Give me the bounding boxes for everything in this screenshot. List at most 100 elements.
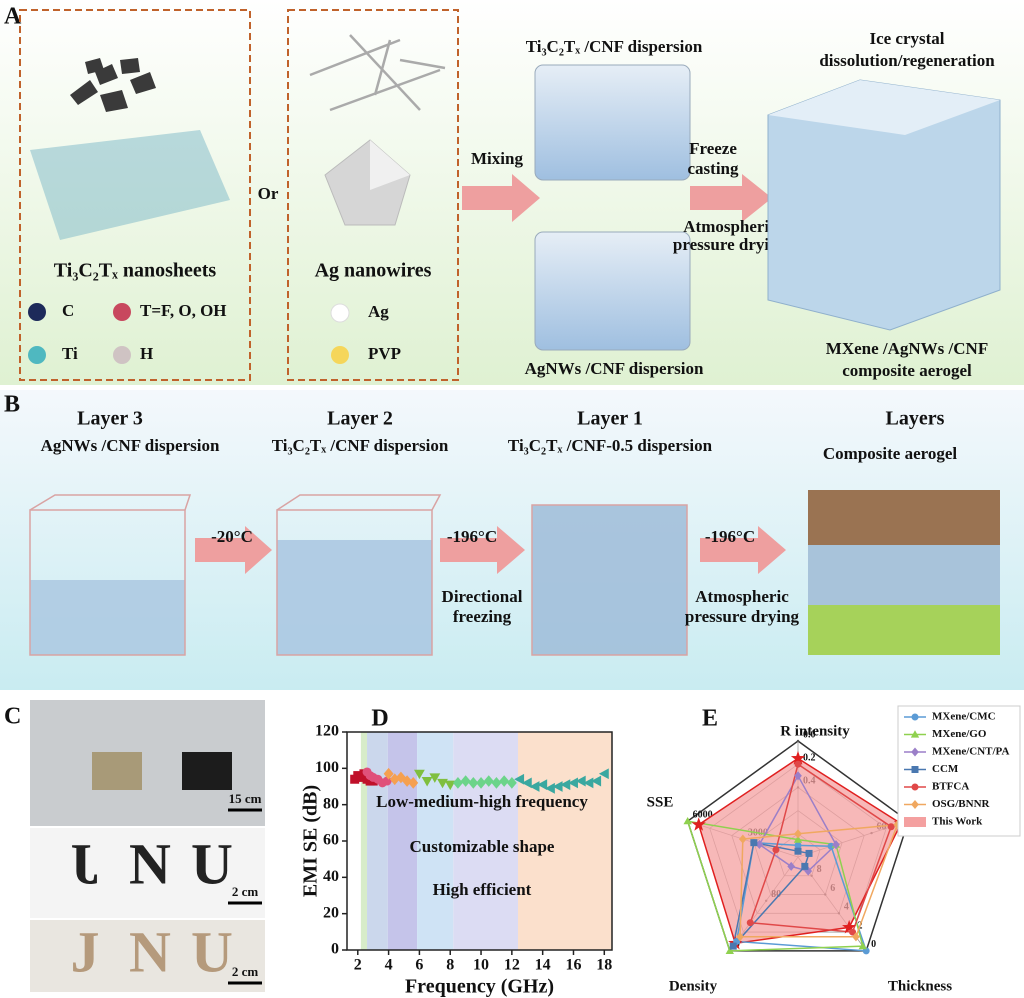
frequency-band — [453, 732, 519, 950]
marker — [772, 846, 780, 854]
marker — [476, 777, 486, 789]
panel-label: C — [4, 704, 21, 730]
radar-axis-label: Density — [669, 978, 718, 994]
marker — [560, 779, 571, 791]
step-label: Ice crystal — [869, 29, 944, 48]
marker — [452, 777, 463, 789]
step-title: Layer 2 — [327, 408, 393, 430]
y-tick-label: 100 — [315, 759, 339, 776]
step-title: Layer 1 — [577, 408, 643, 430]
nanowires — [309, 34, 446, 112]
cube-layer1 — [531, 504, 688, 656]
or-label: Or — [258, 184, 279, 203]
dispersion-label: AgNWs /CNF dispersion — [525, 359, 704, 378]
legend-label: OSG/BNNR — [932, 798, 991, 810]
marker — [794, 771, 802, 781]
marker — [383, 767, 394, 780]
y-tick-label: 40 — [323, 868, 339, 885]
legend-dot — [113, 303, 131, 321]
step-label: dissolution/regeneration — [819, 51, 995, 70]
frame — [19, 9, 251, 381]
frequency-band — [367, 732, 388, 950]
marker — [444, 780, 456, 791]
marker — [911, 766, 919, 773]
crystal-lattice — [30, 130, 230, 240]
marker — [910, 730, 920, 738]
marker — [729, 942, 737, 950]
marker — [804, 866, 813, 876]
marker — [842, 919, 857, 934]
marker — [468, 777, 479, 789]
y-tick-label: 20 — [323, 904, 339, 921]
legend-dot — [331, 346, 349, 364]
nanosheet-flakes — [70, 58, 156, 112]
marker — [750, 839, 758, 847]
legend-label: T=F, O, OH — [140, 301, 227, 320]
photo-letter: N — [129, 831, 171, 896]
legend-label: This Work — [932, 816, 983, 828]
nanosheets-title: Ti₃C₂Tₓ nanosheets — [54, 260, 217, 282]
marker — [794, 829, 802, 839]
y-axis-label: EMI SE (dB) — [300, 785, 322, 897]
radar-tick — [796, 739, 800, 743]
frequency-band — [360, 732, 368, 950]
cube-layer3 — [29, 494, 192, 656]
photo — [30, 828, 265, 918]
arrow-label: -20°C — [211, 527, 253, 546]
x-tick-label: 12 — [504, 957, 520, 974]
frequency-band — [518, 732, 612, 950]
marker — [794, 760, 802, 768]
marker — [805, 849, 813, 857]
marker — [537, 779, 548, 791]
arrow-label: -196°C — [705, 527, 755, 546]
marker — [483, 775, 494, 787]
layer-top — [808, 490, 1000, 545]
ag-facet — [370, 140, 410, 190]
legend-label: MXene/GO — [932, 728, 987, 740]
radar-tick-label: 0 — [871, 939, 876, 950]
marker — [460, 775, 471, 787]
radar-series — [739, 823, 899, 938]
annotation: Low-medium-high frequency — [376, 792, 588, 811]
marker — [691, 817, 706, 831]
marker — [911, 799, 919, 810]
marker — [746, 919, 754, 927]
x-axis-label: Frequency (GHz) — [405, 976, 554, 998]
marker — [794, 847, 802, 855]
product-label: composite aerogel — [842, 361, 972, 380]
marker — [755, 839, 764, 850]
arrow-note: Directional — [442, 587, 523, 606]
marker — [382, 776, 392, 786]
y-tick-label: 60 — [323, 832, 339, 849]
scale-label: 2 cm — [232, 884, 259, 899]
aerogel-top — [768, 80, 1000, 135]
step-label: pressure drying — [673, 235, 788, 254]
marker — [858, 941, 867, 950]
marker — [801, 862, 809, 870]
step-title: Layers — [886, 408, 945, 430]
marker — [793, 835, 803, 843]
arrow — [462, 174, 540, 222]
x-tick-label: 14 — [535, 957, 551, 974]
marker — [514, 773, 525, 785]
marker — [598, 768, 609, 780]
y-tick-label: 80 — [323, 795, 339, 812]
arrow-label: -196°C — [447, 527, 497, 546]
panel-label: E — [702, 706, 718, 732]
x-tick-label: 10 — [473, 957, 489, 974]
radar-tick-label: 0.2 — [803, 752, 816, 763]
marker — [787, 861, 796, 871]
step-label: casting — [688, 159, 740, 178]
x-tick-label: 4 — [385, 957, 393, 974]
radar-grid — [686, 740, 910, 952]
marker — [408, 777, 419, 789]
layer-middle — [808, 545, 1000, 605]
marker — [893, 820, 902, 830]
arrow-note: pressure drying — [685, 607, 800, 626]
marker — [832, 840, 840, 850]
cube-layer2 — [276, 494, 442, 656]
marker — [852, 932, 860, 942]
arrow — [690, 174, 772, 222]
marker — [506, 777, 517, 789]
legend-dot — [28, 346, 46, 364]
